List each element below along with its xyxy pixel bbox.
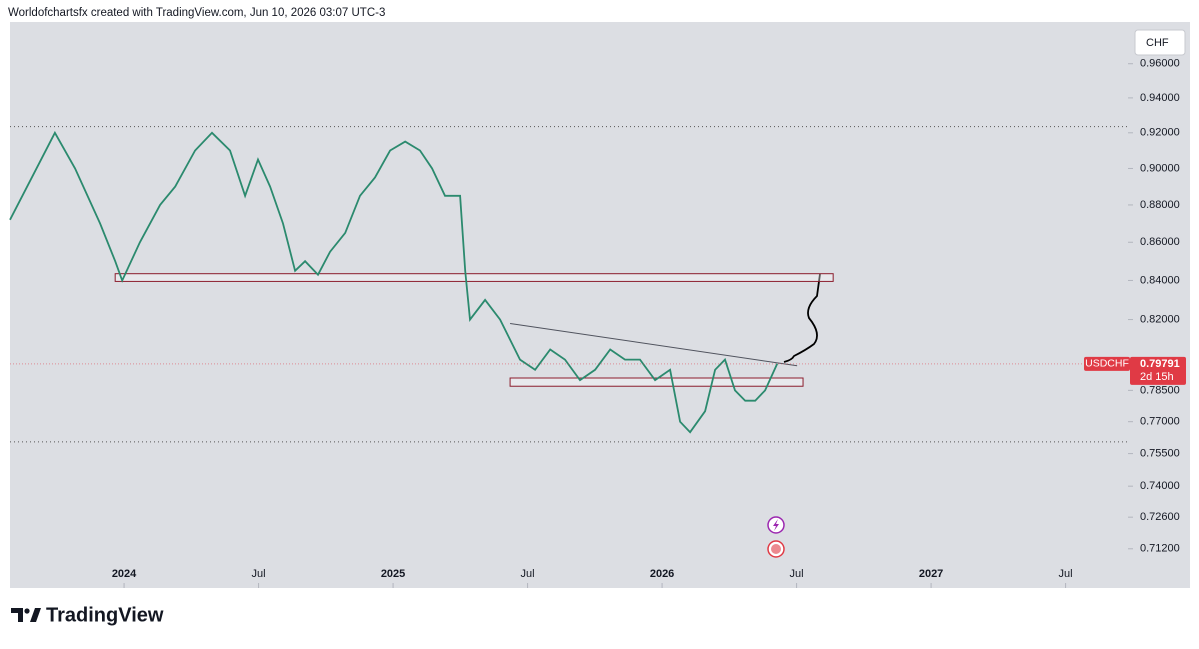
y-tick-label: 0.88000 bbox=[1140, 199, 1180, 211]
x-tick-label: 2026 bbox=[650, 568, 674, 580]
y-tick-label: 0.75500 bbox=[1140, 448, 1180, 460]
y-tick-label: 0.78500 bbox=[1140, 384, 1180, 396]
symbol-tag bbox=[1084, 356, 1130, 371]
y-tick-label: 0.74000 bbox=[1140, 480, 1180, 492]
trendline bbox=[510, 323, 798, 367]
y-tick-label: 0.84000 bbox=[1140, 274, 1180, 286]
x-tick-label: 2025 bbox=[381, 568, 405, 580]
x-tick-label: 2027 bbox=[919, 568, 943, 580]
event-bolt bbox=[773, 519, 779, 531]
header-credit: Worldofchartsfx created with TradingView… bbox=[8, 7, 385, 19]
currency: CHF bbox=[1146, 37, 1169, 49]
zone bbox=[114, 273, 834, 282]
projection-drawing bbox=[783, 273, 821, 363]
logo-mark bbox=[11, 608, 23, 622]
x-tick-label: 2024 bbox=[112, 568, 137, 580]
y-tick-label: 0.92000 bbox=[1140, 127, 1180, 139]
y-tick-label: 0.77000 bbox=[1140, 416, 1180, 428]
y-tick-label: 0.82000 bbox=[1140, 313, 1180, 325]
currency-box bbox=[1134, 29, 1186, 56]
chart-panel bbox=[10, 22, 1190, 588]
y-tick-label: 0.96000 bbox=[1140, 58, 1180, 70]
y-tick-label: 0.90000 bbox=[1140, 162, 1180, 174]
last-price: 0.79791 bbox=[1140, 358, 1180, 370]
y-tick-label: 0.86000 bbox=[1140, 236, 1180, 248]
y-tick-label: 0.94000 bbox=[1140, 92, 1180, 104]
symbol-label: USDCHF bbox=[1085, 358, 1129, 370]
x-tick-label: Jul bbox=[252, 568, 266, 580]
x-tick-label: Jul bbox=[521, 568, 535, 580]
tradingview-logo: TradingView bbox=[11, 604, 164, 626]
countdown: 2d 15h bbox=[1140, 371, 1174, 383]
price-tag bbox=[1130, 356, 1186, 385]
x-tick-label: Jul bbox=[1059, 568, 1073, 580]
event-icons bbox=[767, 516, 785, 558]
zone bbox=[509, 377, 804, 387]
x-tick-label: Jul bbox=[790, 568, 804, 580]
y-tick-label: 0.72600 bbox=[1140, 511, 1180, 523]
price-line bbox=[9, 130, 779, 434]
brand: TradingView bbox=[46, 604, 164, 626]
y-tick-label: 0.71200 bbox=[1140, 543, 1180, 555]
logo-dot bbox=[24, 608, 30, 614]
logo-slash bbox=[30, 608, 41, 622]
flag-icon bbox=[771, 544, 781, 554]
